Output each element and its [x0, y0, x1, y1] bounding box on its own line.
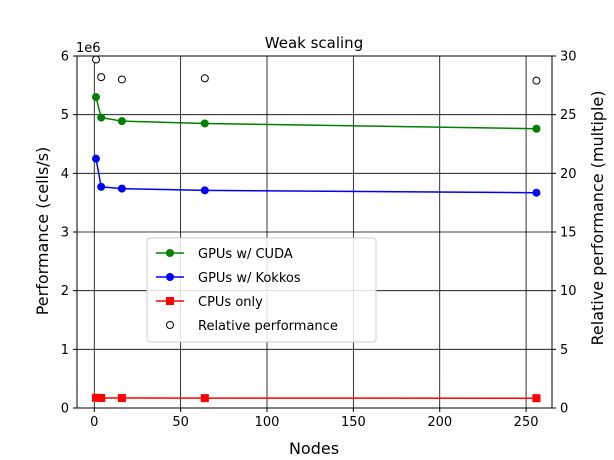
- legend-relative-performance-label: Relative performance: [198, 319, 338, 334]
- weak-scaling-chart: Weak scaling 1e6 0 50 100 150 200 25001234560…: [0, 0, 614, 460]
- y-tick-label: 2: [61, 284, 69, 299]
- y2-tick-label: 20: [560, 167, 577, 182]
- x-tick-label: 100: [255, 415, 280, 430]
- legend-gpus-w-cuda-label: GPUs w/ CUDA: [198, 247, 293, 262]
- y2-tick-label: 5: [560, 343, 568, 358]
- gpus-w-cuda-line: [96, 97, 536, 129]
- relative-performance-point: [533, 77, 540, 84]
- cpus-only-point: [532, 394, 540, 402]
- legend-gpus-w-cuda-marker: [166, 249, 174, 257]
- y-tick-label: 3: [61, 226, 69, 241]
- y-tick-label: 4: [61, 167, 69, 182]
- y-tick-label: 5: [61, 108, 69, 123]
- gpus-w-cuda-point: [118, 117, 126, 125]
- gpus-w-kokkos-point: [201, 186, 209, 194]
- gpus-w-cuda-point: [201, 119, 209, 127]
- gpus-w-kokkos-point: [118, 185, 126, 193]
- y2-tick-label: 30: [560, 50, 577, 65]
- x-tick-label: 50: [172, 415, 189, 430]
- legend-cpus-only-label: CPUs only: [198, 295, 263, 310]
- x-tick-label: 250: [514, 415, 539, 430]
- y2-tick-label: 25: [560, 108, 577, 123]
- chart-title: Weak scaling: [265, 34, 363, 52]
- relative-performance-point: [93, 56, 100, 63]
- x-tick-label: 0: [90, 415, 98, 430]
- y2-tick-label: 0: [560, 402, 568, 417]
- relative-performance-point: [201, 75, 208, 82]
- gpus-w-kokkos-line: [96, 159, 536, 193]
- gpus-w-kokkos-point: [92, 155, 100, 163]
- x-tick-label: 200: [427, 415, 452, 430]
- legend-gpus-w-kokkos-marker: [166, 273, 174, 281]
- gpus-w-cuda-point: [532, 125, 540, 133]
- x-tick-label: 150: [341, 415, 366, 430]
- gpus-w-cuda-point: [92, 93, 100, 101]
- legend-relative-performance-marker: [167, 322, 174, 329]
- y-offset-label: 1e6: [76, 41, 101, 56]
- plot-area: 0 50 100 150 200 250 0 1 2 3 4 5 6 0 5 10 15 20 25 30 GPUs w…: [61, 50, 577, 431]
- gpus-w-kokkos-point: [97, 183, 105, 191]
- cpus-only-point: [97, 394, 105, 402]
- gpus-w-cuda-point: [97, 114, 105, 122]
- x-axis-label: Nodes: [289, 439, 339, 458]
- y-axis-label: Performance (cells/s): [33, 147, 52, 316]
- y-tick-label: 1: [61, 343, 69, 358]
- relative-performance-point: [118, 76, 125, 83]
- cpus-only-point: [201, 394, 209, 402]
- cpus-only-point: [118, 394, 126, 402]
- legend-gpus-w-kokkos-label: GPUs w/ Kokkos: [198, 271, 301, 286]
- y2-axis-label: Relative performance (multiple): [588, 91, 607, 346]
- y2-tick-label: 15: [560, 226, 577, 241]
- y2-tick-label: 10: [560, 284, 577, 299]
- relative-performance-point: [98, 74, 105, 81]
- legend-cpus-only-marker: [166, 297, 174, 305]
- gpus-w-kokkos-point: [532, 189, 540, 197]
- y-tick-label: 0: [61, 402, 69, 417]
- y-tick-label: 6: [61, 50, 69, 65]
